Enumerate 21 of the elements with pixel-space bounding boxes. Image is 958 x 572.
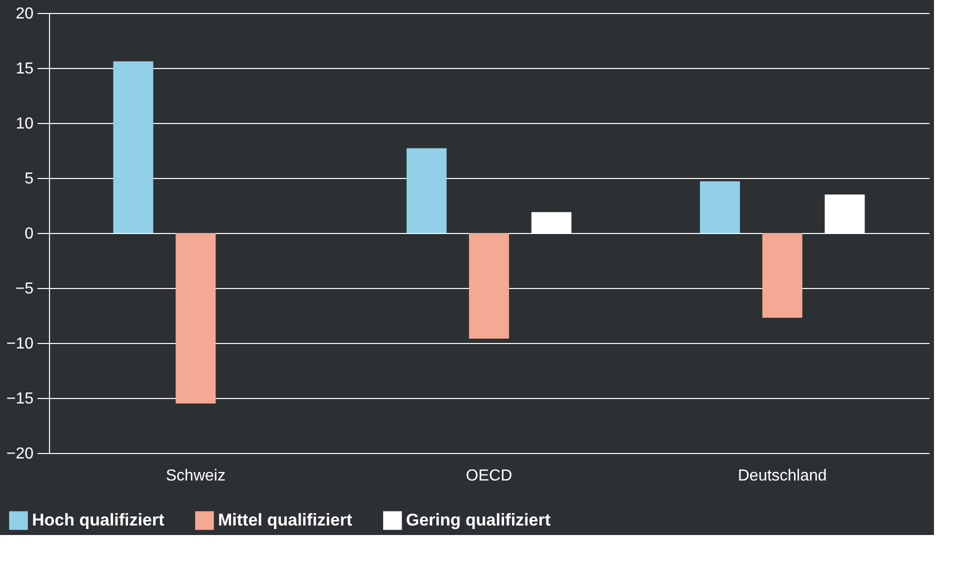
bar — [406, 148, 447, 233]
legend-label: Mittel qualifiziert — [218, 510, 352, 530]
bar — [176, 233, 216, 404]
y-tick-label: 20 — [16, 6, 34, 22]
y-tick-label: −5 — [15, 280, 34, 298]
x-tick-label: Deutschland — [738, 468, 827, 484]
y-tick-label: 15 — [16, 60, 34, 78]
y-tick-label: −20 — [6, 446, 34, 462]
bar — [469, 233, 509, 339]
y-tick-label: 10 — [16, 116, 34, 132]
legend-label: Hoch qualifiziert — [32, 510, 165, 530]
y-tick-label: 5 — [24, 170, 34, 188]
y-tick-label: 0 — [24, 226, 34, 242]
y-tick-label: −10 — [6, 336, 34, 352]
x-tick-label: OECD — [466, 468, 512, 484]
y-tick-label: −15 — [6, 390, 34, 408]
x-tick-label: Schweiz — [166, 468, 226, 484]
bar — [700, 181, 740, 233]
bar — [762, 233, 802, 318]
bar — [113, 61, 154, 233]
legend-label: Gering qualifiziert — [406, 510, 551, 530]
